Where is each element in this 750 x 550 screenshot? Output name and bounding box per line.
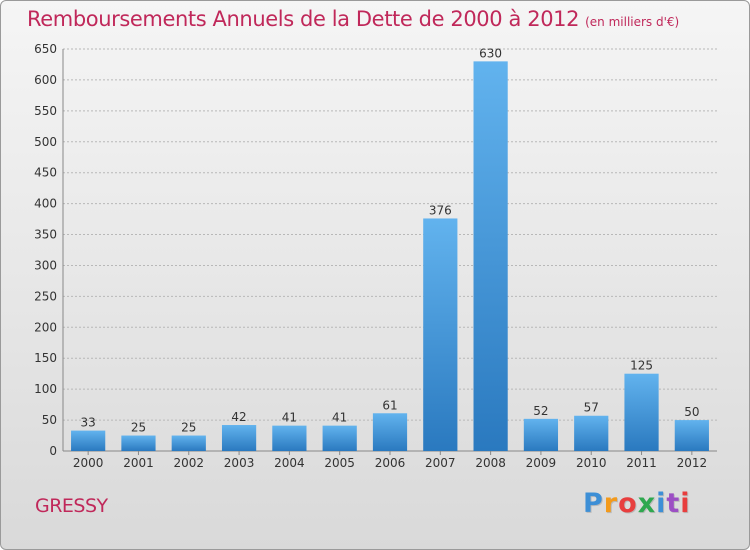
- y-tick-label: 50: [42, 413, 57, 427]
- unit-note: (en milliers d'€): [585, 15, 680, 29]
- y-tick-label: 150: [34, 351, 57, 365]
- y-tick-label: 300: [34, 258, 57, 272]
- y-tick-label: 100: [34, 382, 57, 396]
- bar: [674, 420, 709, 451]
- value-label: 57: [584, 401, 599, 415]
- x-tick-label: 2003: [224, 456, 255, 470]
- x-tick-label: 2001: [123, 456, 154, 470]
- value-label: 61: [382, 398, 397, 412]
- x-tick-label: 2006: [375, 456, 406, 470]
- y-tick-label: 550: [34, 104, 57, 118]
- bar: [423, 218, 458, 451]
- y-tick-label: 450: [34, 166, 57, 180]
- y-tick-label: 650: [34, 42, 57, 56]
- x-tick-label: 2010: [576, 456, 607, 470]
- value-label: 42: [231, 410, 246, 424]
- x-tick-label: 2002: [173, 456, 204, 470]
- value-label: 25: [131, 421, 146, 435]
- value-label: 33: [81, 416, 96, 430]
- y-tick-label: 400: [34, 197, 57, 211]
- x-tick-label: 2011: [626, 456, 657, 470]
- chart-title-text: Remboursements Annuels de la Dette de 20…: [27, 7, 580, 31]
- proxiti-logo: Proxiti: [583, 488, 691, 519]
- logo-letter: r: [603, 488, 619, 519]
- bar-chart: 0501001502002503003504004505005506006503…: [34, 42, 717, 470]
- x-tick-label: 2007: [425, 456, 456, 470]
- bar: [272, 425, 307, 451]
- bar: [372, 413, 408, 451]
- y-tick-label: 350: [34, 228, 57, 242]
- bar: [221, 425, 257, 451]
- bar: [322, 425, 357, 451]
- value-label: 41: [332, 411, 347, 425]
- bar: [574, 415, 609, 451]
- x-tick-label: 2009: [526, 456, 557, 470]
- bar: [473, 61, 508, 451]
- logo-letter: x: [637, 488, 657, 519]
- logo-letter: t: [666, 488, 681, 519]
- bar: [121, 435, 156, 451]
- commune-name: GRESSY: [35, 495, 108, 517]
- bar: [71, 430, 106, 451]
- value-label: 25: [181, 421, 196, 435]
- bar: [171, 435, 206, 451]
- x-tick-label: 2000: [73, 456, 104, 470]
- x-tick-label: 2005: [324, 456, 355, 470]
- x-tick-label: 2012: [677, 456, 708, 470]
- value-label: 50: [684, 405, 699, 419]
- value-label: 630: [479, 46, 502, 60]
- y-tick-label: 250: [34, 289, 57, 303]
- y-tick-label: 200: [34, 320, 57, 334]
- value-label: 376: [429, 203, 452, 217]
- x-tick-label: 2008: [475, 456, 506, 470]
- y-tick-label: 500: [34, 135, 57, 149]
- y-tick-label: 0: [49, 444, 57, 458]
- x-tick-label: 2004: [274, 456, 305, 470]
- logo-letter: P: [583, 488, 604, 519]
- logo-letter: o: [618, 488, 638, 519]
- logo-letter: i: [656, 488, 667, 519]
- value-label: 125: [630, 359, 653, 373]
- bar: [523, 418, 559, 451]
- value-label: 52: [533, 404, 548, 418]
- chart-title: Remboursements Annuels de la Dette de 20…: [27, 7, 679, 31]
- bar: [624, 373, 659, 451]
- value-label: 41: [282, 411, 297, 425]
- logo-letter: i: [680, 488, 691, 519]
- y-tick-label: 600: [34, 73, 57, 87]
